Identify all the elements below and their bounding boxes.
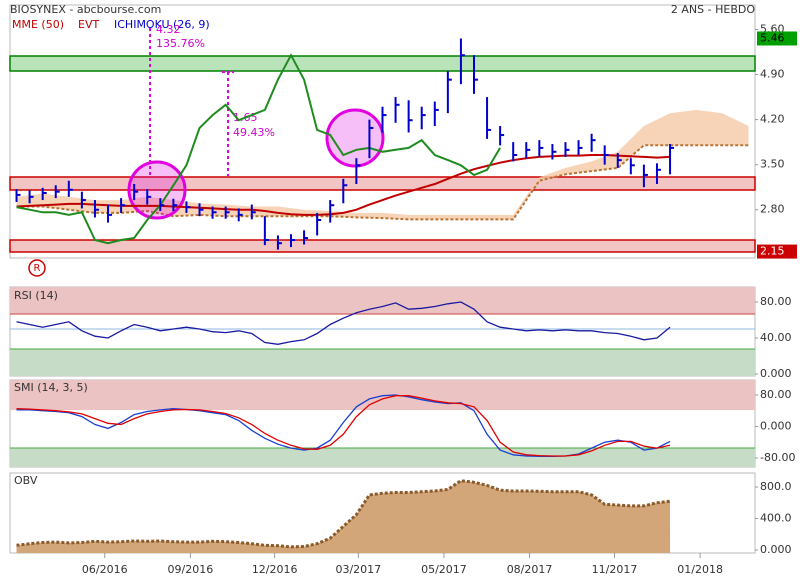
legend-entry: ICHIMOKU (26, 9) xyxy=(114,18,210,31)
y-tick-label: 80.00 xyxy=(760,388,792,401)
obv-area xyxy=(16,480,671,553)
overbought-zone xyxy=(10,287,755,314)
panel-title: OBV xyxy=(14,474,38,487)
highlight-circle xyxy=(325,108,385,168)
price-tag-label: 2.15 xyxy=(760,245,785,258)
legend-entry: MME (50) xyxy=(12,18,64,31)
price-tag xyxy=(757,244,797,259)
y-tick-label: 400.0 xyxy=(760,512,792,525)
highlight-circle xyxy=(127,160,187,220)
x-tick-label: 01/2018 xyxy=(677,563,723,576)
x-tick-label: 05/2017 xyxy=(421,563,467,576)
obv-line xyxy=(16,479,671,549)
y-tick-label: 0.000 xyxy=(760,543,792,556)
y-tick-label: 40.00 xyxy=(760,331,792,344)
event-icon xyxy=(28,259,46,277)
legend-entry: EVT xyxy=(78,18,99,31)
x-tick-label: 12/2016 xyxy=(252,563,298,576)
cloud xyxy=(16,109,749,220)
price-tag xyxy=(757,31,797,46)
site-title: BIOSYNEX - abcbourse.com xyxy=(10,3,161,16)
panel-title: SMI (14, 3, 5) xyxy=(14,381,88,394)
indicator-line xyxy=(16,154,671,216)
y-tick-label: 2.80 xyxy=(760,203,785,216)
x-tick-label: 08/2017 xyxy=(507,563,553,576)
y-tick-label: 3.50 xyxy=(760,158,785,171)
support-zone xyxy=(9,239,756,253)
x-tick-label: 03/2017 xyxy=(335,563,381,576)
x-tick-label: 09/2016 xyxy=(168,563,214,576)
oversold-zone xyxy=(10,349,755,376)
support-zone xyxy=(9,176,756,191)
price-panel xyxy=(9,4,756,259)
indicator-line xyxy=(16,301,671,345)
y-tick-label: -80.00 xyxy=(760,451,795,464)
event-icon-letter: R xyxy=(34,263,41,274)
x-tick-label: 11/2017 xyxy=(592,563,638,576)
measure-label: 49.43% xyxy=(233,126,275,139)
oversold-zone xyxy=(10,448,755,467)
indicator-line xyxy=(16,53,501,245)
indicator-line xyxy=(16,395,671,457)
y-tick-label: 0.000 xyxy=(760,367,792,380)
y-tick-label: 4.90 xyxy=(760,68,785,81)
y-tick-label: 4.20 xyxy=(760,113,785,126)
measure-label: 135.76% xyxy=(156,37,205,50)
measure-label: 4.32 xyxy=(156,23,181,36)
overbought-zone xyxy=(10,380,755,410)
y-tick-label: 80.00 xyxy=(760,295,792,308)
period: 2 ANS - HEBDO xyxy=(671,3,755,16)
y-tick-label: 0.000 xyxy=(760,419,792,432)
y-tick-label: 800.0 xyxy=(760,480,792,493)
price-tag-label: 5.46 xyxy=(760,31,785,44)
panel-title: RSI (14) xyxy=(14,289,58,302)
x-tick-label: 06/2016 xyxy=(82,563,128,576)
resistance-zone xyxy=(9,55,756,72)
